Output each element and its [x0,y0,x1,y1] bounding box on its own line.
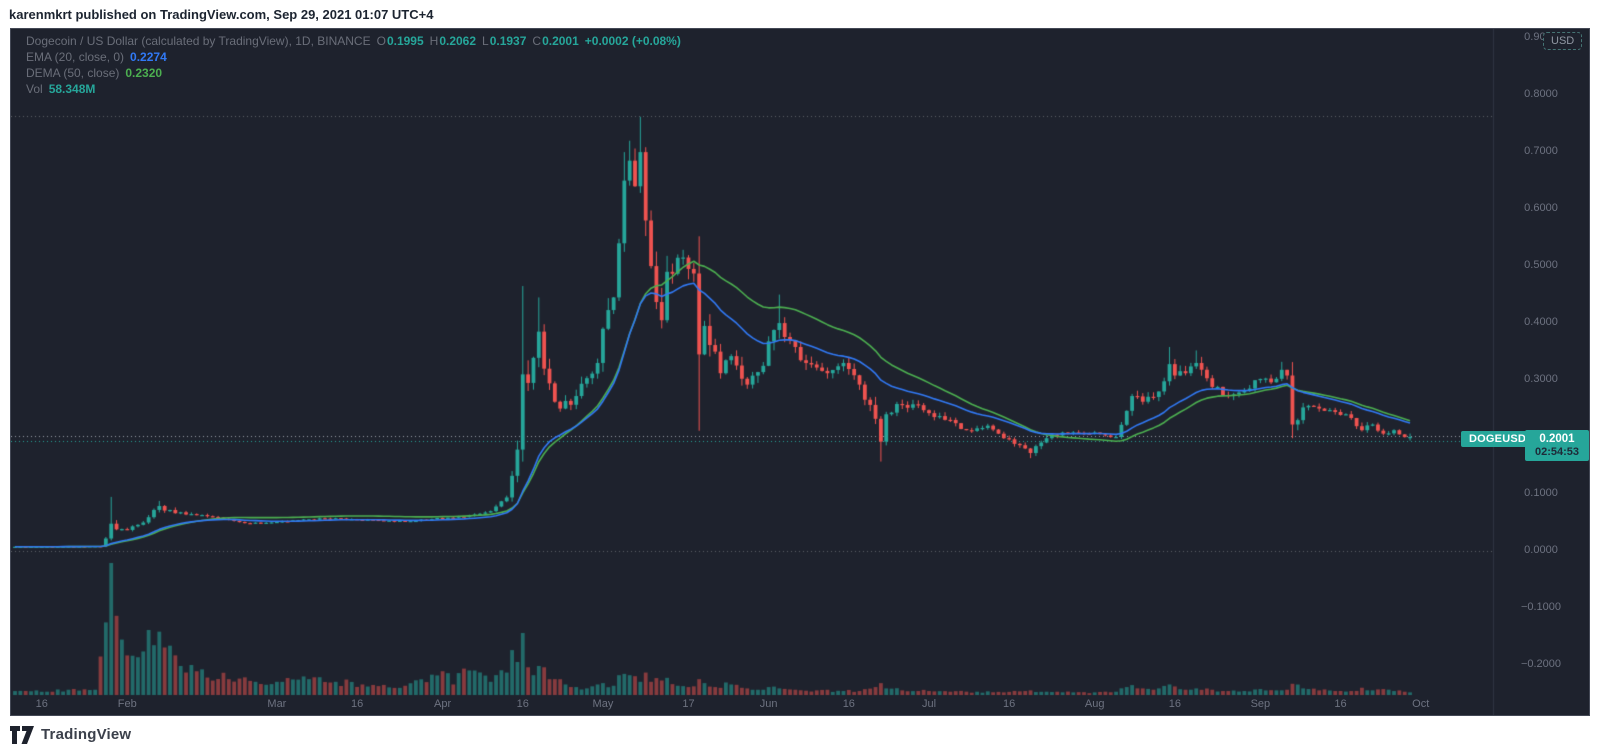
price-tick: −0.2000 [1520,658,1562,671]
time-tick: 16 [1003,698,1016,710]
ohlc-change: +0.0002 (+0.08%) [584,34,681,48]
legend-dema-row[interactable]: DEMA (50, close) 0.2320 [26,65,681,81]
time-scale[interactable]: 16 Feb Mar 16 Apr 16 May 17 Jun 16 Jul 16 Aug 16 Sep 16… [11,695,1493,715]
time-tick: Jul [921,698,937,710]
tradingview-footer: TradingView [10,716,1590,753]
dema-label: DEMA (50, close) [26,66,120,80]
price-tick: 0.1000 [1524,487,1558,500]
price-chart-canvas[interactable] [11,29,1589,715]
legend-symbol-row[interactable]: Dogecoin / US Dollar (calculated by Trad… [26,33,681,49]
time-tick: 16 [35,698,48,710]
time-tick: Feb [117,698,137,710]
time-tick: 16 [1168,698,1181,710]
price-tick: 0.7000 [1524,145,1558,158]
legend-volume-row[interactable]: Vol 58.348M [26,81,681,97]
price-scale[interactable]: 0.9000 0.8000 0.7000 0.6000 0.5000 0.4000 0.30… [1493,29,1589,695]
publish-header-text: karenmkrt published on TradingView.com, … [9,6,434,22]
publish-header: karenmkrt published on TradingView.com, … [9,0,433,28]
price-tick: 0.0000 [1524,544,1558,557]
time-tick: 16 [516,698,529,710]
time-tick: Oct [1412,698,1430,710]
ohlc-low: L 0.1937 [482,34,527,48]
last-price-value: 0.2001 [1539,433,1575,445]
time-tick: Mar [267,698,287,710]
symbol-title: Dogecoin / US Dollar (calculated by Trad… [26,34,371,48]
dema-value: 0.2320 [125,66,163,80]
price-tick: −0.1000 [1520,601,1562,614]
price-tick: 0.4000 [1524,316,1558,329]
tradingview-logo-icon [10,725,34,744]
time-tick: Jun [759,698,778,710]
ohlc-open: O 0.1995 [376,34,424,48]
tradingview-logo-link[interactable]: TradingView [10,725,132,744]
price-tick: 0.5000 [1524,259,1558,272]
symbol-price-tag: DOGEUSD [1461,431,1535,447]
legend-ema-row[interactable]: EMA (20, close, 0) 0.2274 [26,49,681,65]
time-tick: May [592,698,614,710]
price-tick: 0.3000 [1524,373,1558,386]
volume-label: Vol [26,82,43,96]
price-tick: 0.6000 [1524,202,1558,215]
time-tick: Sep [1250,698,1271,710]
ema-value: 0.2274 [130,50,167,64]
price-tick: 0.8000 [1524,88,1558,101]
volume-value: 58.348M [48,82,96,96]
chart-legend: Dogecoin / US Dollar (calculated by Trad… [26,33,681,97]
time-tick: 16 [842,698,855,710]
ohlc-high: H 0.2062 [429,34,477,48]
bar-countdown: 02:54:53 [1534,446,1580,458]
ema-label: EMA (20, close, 0) [26,50,125,64]
time-tick: Aug [1084,698,1105,710]
time-tick: Apr [434,698,452,710]
price-countdown-tag: 0.2001 02:54:53 [1525,430,1589,461]
currency-toggle-button[interactable]: USD [1543,32,1583,50]
ohlc-close: C 0.2001 [532,34,579,48]
tradingview-logo-text: TradingView [41,726,132,743]
time-tick: 16 [1334,698,1347,710]
time-tick: 16 [350,698,364,710]
time-tick: 17 [682,698,695,710]
chart-frame: Dogecoin / US Dollar (calculated by Trad… [10,28,1590,716]
